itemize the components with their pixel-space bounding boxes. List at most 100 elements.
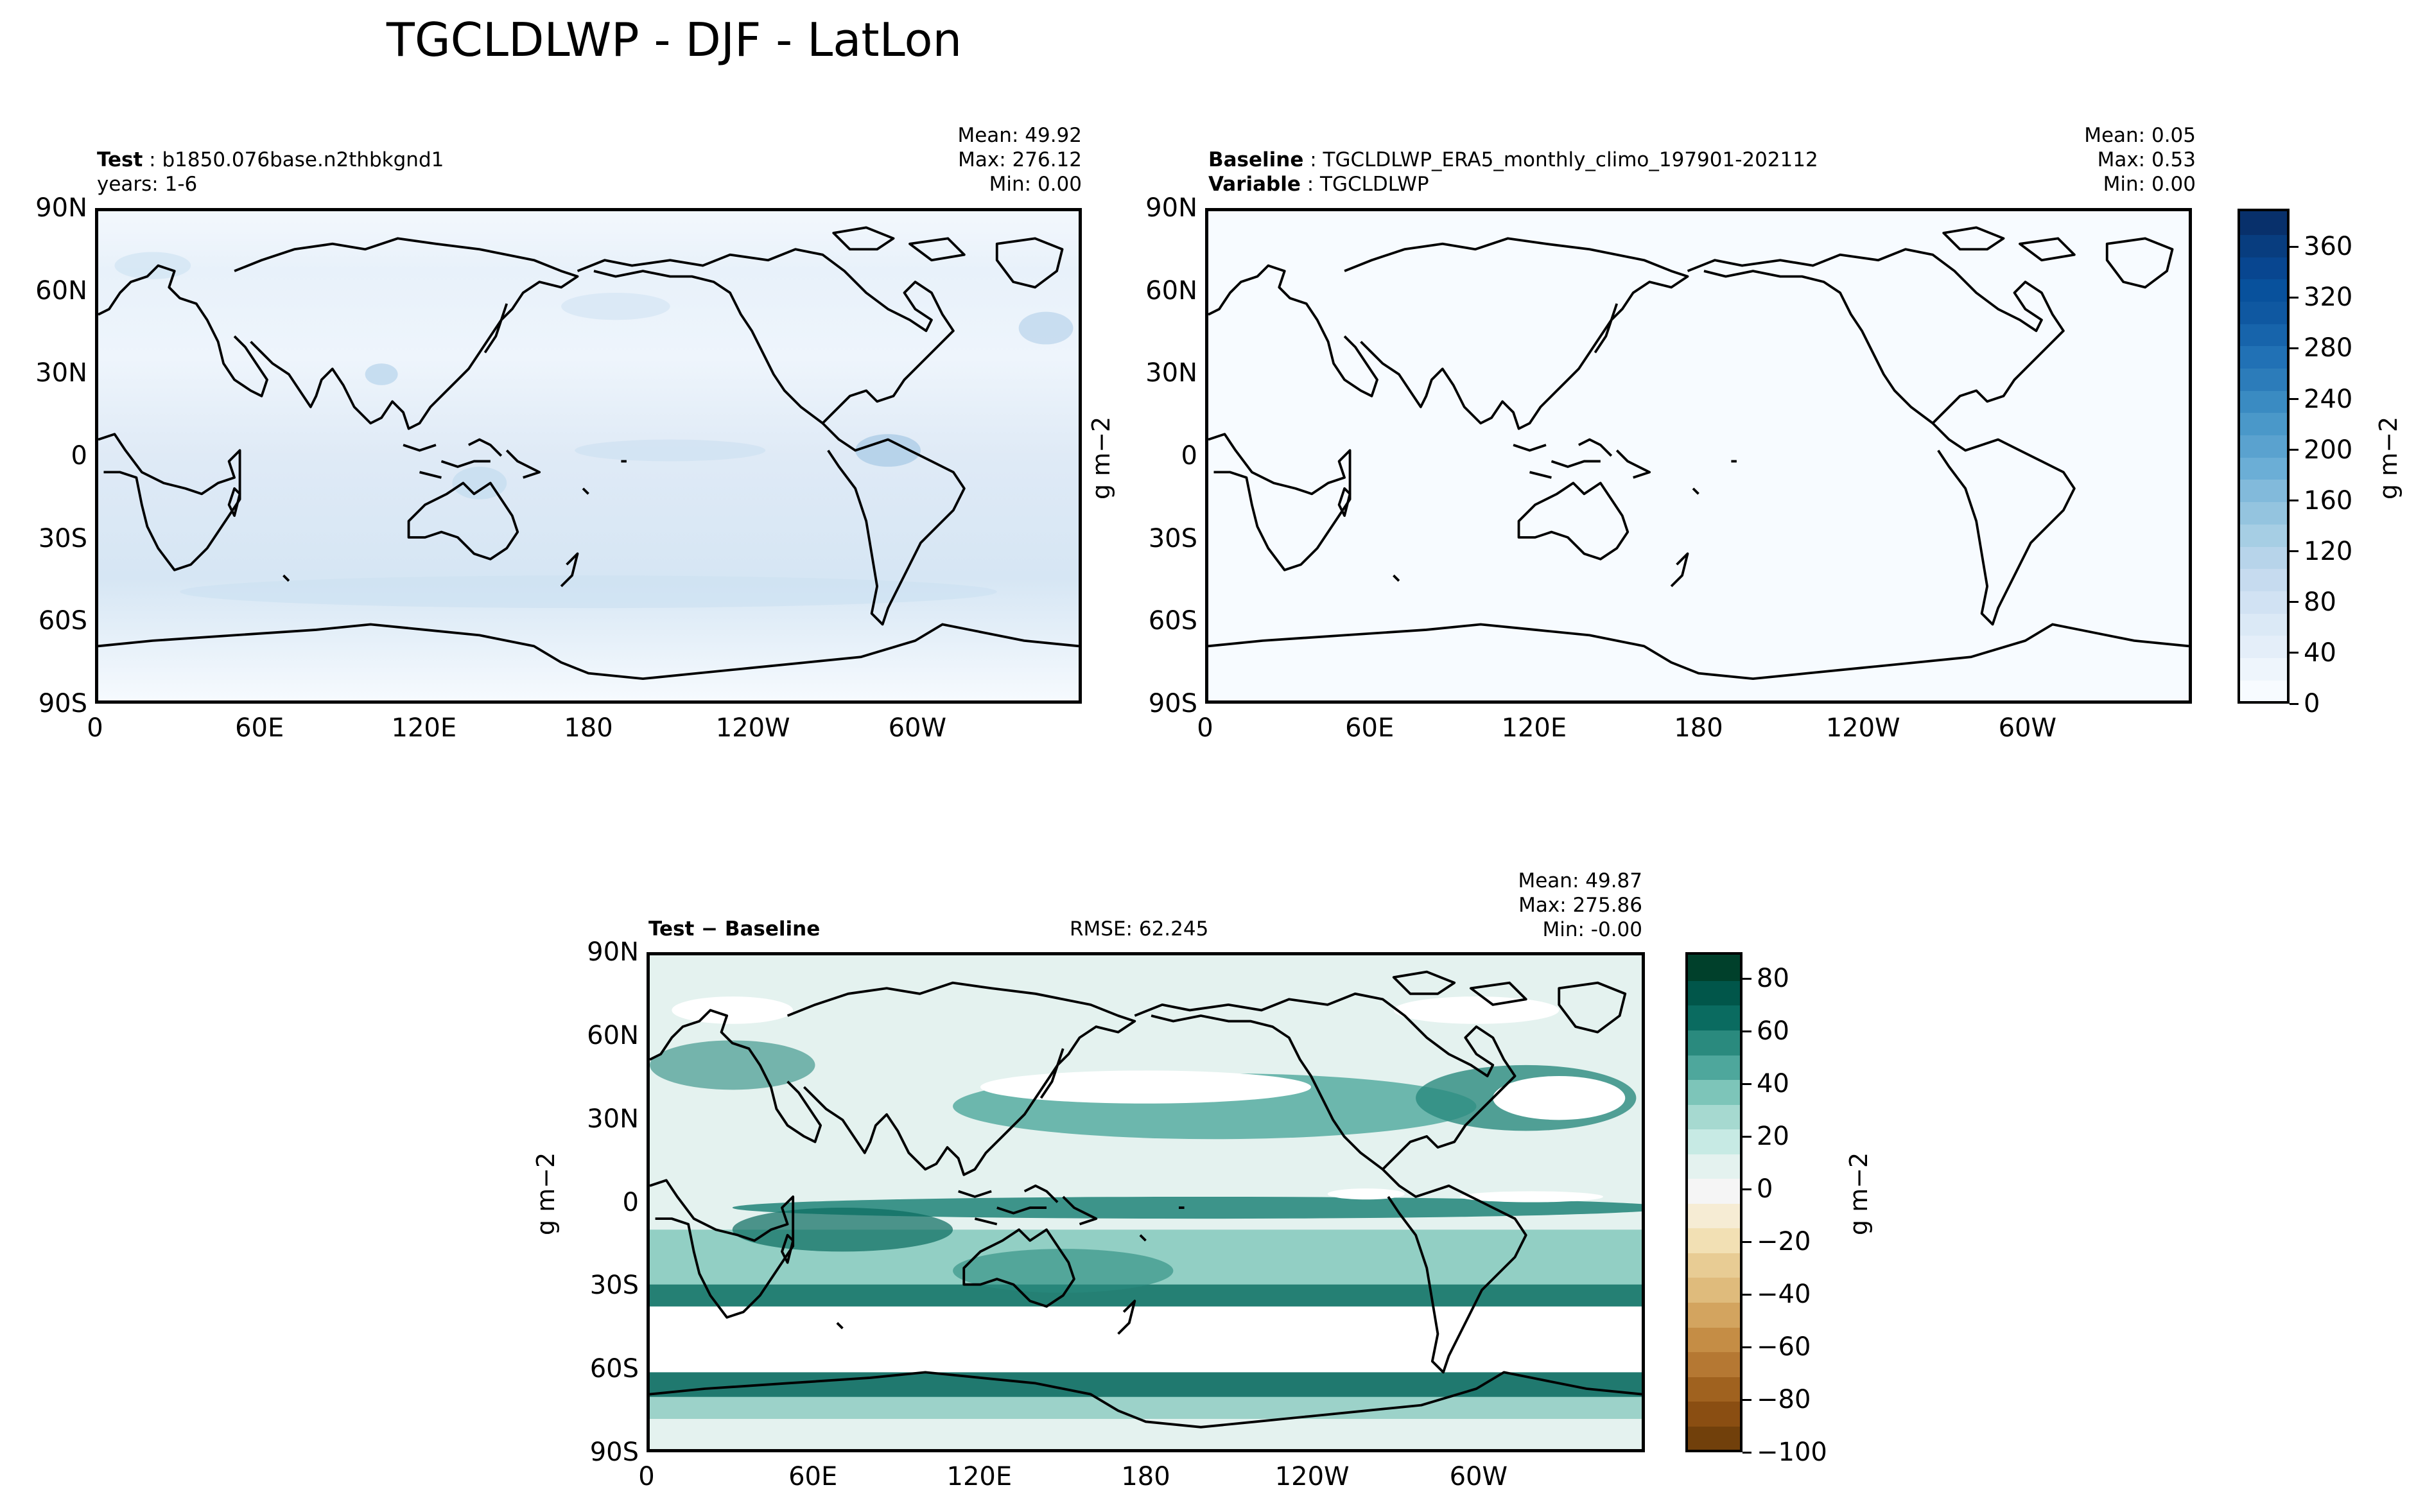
- diff-lat-tick: 30N: [587, 1104, 639, 1134]
- top-colorbar-tick-label: 280: [2304, 333, 2353, 363]
- baseline-lon-tick: 120W: [1825, 713, 1900, 743]
- top-colorbar-tick-label: 0: [2304, 689, 2320, 718]
- diff-colorbar-segment: [1688, 1103, 1740, 1130]
- baseline-name-value: TGCLDLWP_ERA5_monthly_climo_197901-20211…: [1323, 148, 1818, 171]
- test-lat-tick: 30S: [38, 523, 87, 553]
- diff-lon-tick: 60E: [788, 1462, 838, 1491]
- baseline-lat-tick: 90S: [1148, 689, 1197, 718]
- diff-map-svg: [650, 955, 1642, 1449]
- diff-colorbar-tick-mark: [1742, 977, 1751, 980]
- baseline-lat-tick: 0: [1181, 441, 1197, 471]
- diff-stat-mean: Mean: 49.87: [1518, 869, 1642, 892]
- baseline-variable-value: TGCLDLWP: [1320, 173, 1429, 196]
- diff-colorbar-segment: [1688, 979, 1740, 1006]
- test-name-label: Test: [97, 148, 143, 171]
- baseline-lat-tick: 60N: [1145, 275, 1197, 306]
- top-colorbar-segment: [2240, 367, 2287, 391]
- top-colorbar-segment: [2240, 233, 2287, 257]
- baseline-name-label: Baseline: [1208, 148, 1304, 171]
- baseline-stat-max: Max: 0.53: [2097, 148, 2196, 171]
- top-colorbar-tick-mark: [2290, 347, 2299, 349]
- baseline-lat-tick: 60S: [1148, 606, 1197, 636]
- top-colorbar-ylabel: g m−2: [2374, 417, 2403, 500]
- test-lat-tick: 90N: [35, 193, 87, 223]
- test-lat-tick: 0: [71, 441, 87, 471]
- test-lon-tick: 0: [87, 713, 103, 743]
- baseline-lat-tick: 30N: [1145, 358, 1197, 388]
- top-colorbar-segment: [2240, 545, 2287, 569]
- top-colorbar-tick-label: 320: [2304, 282, 2353, 313]
- diff-colorbar-tick-mark: [1742, 1030, 1751, 1032]
- top-colorbar-segment: [2240, 456, 2287, 480]
- test-lon-tick: 120W: [715, 713, 790, 743]
- diff-map: [647, 952, 1645, 1452]
- diff-colorbar-segment: [1688, 1078, 1740, 1105]
- top-colorbar-tick-label: 80: [2304, 587, 2336, 617]
- diff-colorbar-segment: [1688, 1350, 1740, 1377]
- diff-stat-max: Max: 275.86: [1518, 894, 1642, 917]
- baseline-lat-tick: 90N: [1145, 193, 1197, 223]
- diff-colorbar-tick-label: −20: [1757, 1227, 1811, 1256]
- top-colorbar-tick-mark: [2290, 398, 2299, 401]
- top-colorbar-segment: [2240, 589, 2287, 614]
- diff-lat-tick: 60N: [587, 1020, 639, 1050]
- top-colorbar-tick-mark: [2290, 245, 2299, 248]
- test-stat-max: Max: 276.12: [958, 148, 1082, 171]
- diff-colorbar-tick-label: −40: [1757, 1280, 1811, 1309]
- test-lat-tick: 30N: [35, 358, 87, 388]
- top-colorbar-tick-label: 120: [2304, 536, 2353, 566]
- test-lon-tick: 60W: [888, 713, 947, 743]
- baseline-variable-line: Variable : TGCLDLWP: [1208, 172, 1429, 196]
- top-colorbar-tick-label: 160: [2304, 485, 2353, 516]
- diff-colorbar-tick-label: 0: [1757, 1174, 1773, 1204]
- top-colorbar-segment: [2240, 656, 2287, 681]
- diff-stats: Mean: 49.87 Max: 275.86 Min: -0.00: [1518, 869, 1642, 942]
- baseline-map-svg: [1208, 211, 2189, 700]
- diff-colorbar-tick-mark: [1742, 1398, 1751, 1401]
- test-lat-tick: 60S: [38, 606, 87, 636]
- baseline-variable-sep: :: [1300, 173, 1321, 196]
- diff-colorbar: [1685, 952, 1742, 1452]
- diff-colorbar-tick-mark: [1742, 1240, 1751, 1243]
- diff-colorbar-segment: [1688, 1251, 1740, 1278]
- baseline-lon-tick: 60W: [1998, 713, 2057, 743]
- diff-colorbar-segment: [1688, 1177, 1740, 1204]
- diff-colorbar-tick-label: −60: [1757, 1332, 1811, 1362]
- test-stat-mean: Mean: 49.92: [957, 124, 1082, 147]
- top-colorbar-segment: [2240, 612, 2287, 636]
- test-name-line: Test : b1850.076base.n2thbkgnd1: [97, 148, 444, 172]
- top-colorbar-segment: [2240, 345, 2287, 369]
- diff-title: Test − Baseline: [648, 917, 821, 941]
- diff-rmse: RMSE: 62.245: [1070, 917, 1209, 941]
- test-lat-tick: 90S: [38, 689, 87, 718]
- test-stat-min: Min: 0.00: [989, 173, 1082, 196]
- diff-colorbar-segment: [1688, 1127, 1740, 1154]
- top-colorbar-tick-mark: [2290, 500, 2299, 502]
- diff-colorbar-segment: [1688, 1301, 1740, 1328]
- diff-lat-tick: 30S: [589, 1271, 639, 1301]
- diff-colorbar-segment: [1688, 1227, 1740, 1253]
- baseline-lat-tick: 30S: [1148, 523, 1197, 553]
- top-colorbar-segment: [2240, 523, 2287, 547]
- top-colorbar-ylabel-text: g m−2: [2374, 416, 2403, 500]
- diff-colorbar-ylabel: g m−2: [1845, 1152, 1873, 1235]
- top-left-ylabel-text: g m−2: [1087, 416, 1115, 500]
- top-colorbar-segment: [2240, 211, 2287, 235]
- diff-lat-tick: 0: [622, 1187, 639, 1217]
- top-colorbar-tick-mark: [2290, 550, 2299, 553]
- diff-colorbar-tick-mark: [1742, 1135, 1751, 1138]
- diff-lon-tick: 120E: [946, 1462, 1012, 1491]
- diff-lon-tick: 60W: [1449, 1462, 1508, 1491]
- baseline-stat-min: Min: 0.00: [2103, 173, 2196, 196]
- test-lon-tick: 60E: [235, 713, 284, 743]
- diff-colorbar-segment: [1688, 1425, 1740, 1450]
- baseline-lon-tick: 0: [1197, 713, 1213, 743]
- diff-colorbar-tick-label: 60: [1757, 1016, 1789, 1046]
- top-colorbar-segment: [2240, 433, 2287, 458]
- diff-colorbar-segment: [1688, 1054, 1740, 1081]
- diff-colorbar-segment: [1688, 1152, 1740, 1179]
- diff-colorbar-ylabel-text: g m−2: [1845, 1152, 1873, 1235]
- diff-colorbar-segment: [1688, 1375, 1740, 1402]
- diff-ylabel-text: g m−2: [532, 1152, 560, 1235]
- top-colorbar-segment: [2240, 389, 2287, 413]
